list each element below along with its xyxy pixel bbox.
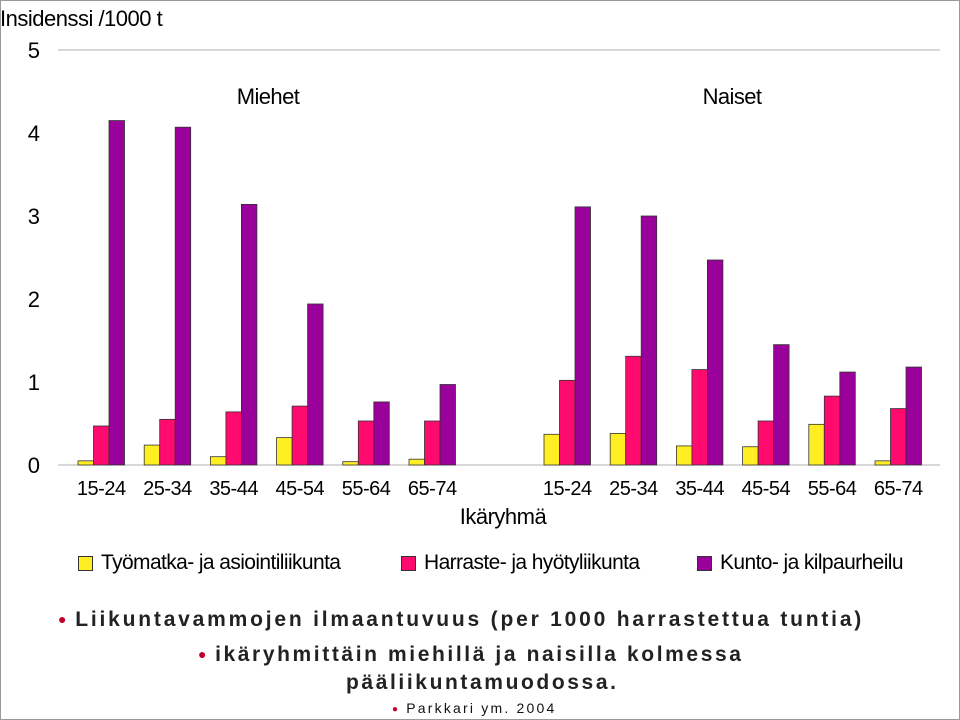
bar (209, 456, 227, 466)
bar (77, 460, 94, 466)
x-tick-label: 35-44 (209, 478, 258, 500)
caption-text: Liikuntavammojen ilmaantuvuus (per 1000 … (75, 608, 865, 631)
bar (742, 446, 759, 466)
bar (225, 411, 242, 466)
legend-label: Kunto- ja kilpaurheilu (720, 551, 904, 574)
bar (625, 355, 642, 466)
bar (307, 303, 324, 466)
bar (808, 423, 825, 466)
bar (143, 444, 161, 466)
bullet-icon: ● (58, 611, 70, 627)
caption-text: ikäryhmittäin miehillä ja naisilla kolme… (215, 643, 744, 666)
bar (691, 369, 708, 466)
y-tick-label: 2 (28, 287, 40, 312)
x-tick-label: 35-44 (675, 478, 724, 500)
x-tick-label: 55-64 (342, 478, 391, 500)
caption-line-2: ● ikäryhmittäin miehillä ja naisilla kolm… (198, 643, 744, 667)
legend-label: Työmatka- ja asiointiliikunta (101, 551, 341, 574)
legend-swatch-purple (697, 555, 712, 571)
y-tick-label: 4 (28, 121, 40, 146)
source-citation: ● Parkkari ym. 2004 (392, 700, 556, 716)
bar (342, 461, 359, 466)
bar (823, 395, 841, 466)
bar (174, 126, 192, 466)
bar (276, 437, 293, 466)
y-tick-label: 0 (28, 453, 40, 478)
legend-swatch-yellow (78, 555, 93, 571)
x-tick-label: 25-34 (143, 478, 192, 500)
bar (676, 445, 693, 466)
legend-item-kunto: Kunto- ja kilpaurheilu (697, 548, 904, 578)
bar (640, 215, 658, 466)
bar (108, 120, 125, 466)
bar (874, 460, 891, 466)
legend-item-harraste: Harraste- ja hyötyliikunta (401, 548, 640, 578)
bar (159, 418, 176, 466)
bar (905, 366, 922, 466)
source-text: Parkkari ym. 2004 (406, 700, 557, 716)
bullet-icon: ● (392, 704, 401, 715)
x-tick-label: 25-34 (609, 478, 658, 500)
y-tick-label: 5 (28, 38, 40, 63)
x-tick-label: 15-24 (543, 478, 592, 500)
caption-line-3: pääliikuntamuodossa. (346, 671, 619, 694)
x-tick-label: 55-64 (808, 478, 857, 500)
bar (373, 401, 390, 466)
bar (357, 420, 375, 466)
bar (757, 420, 774, 466)
legend-label: Harraste- ja hyötyliikunta (424, 551, 640, 574)
bar (559, 379, 576, 466)
y-tick-label: 3 (28, 204, 40, 229)
bar (408, 458, 425, 466)
legend-item-tyomatka: Työmatka- ja asiointiliikunta (78, 548, 341, 578)
x-tick-label: 65-74 (874, 478, 923, 500)
bar (543, 433, 560, 466)
bar (890, 408, 907, 466)
bar (773, 344, 790, 466)
group-label: Miehet (237, 84, 300, 109)
caption-line-1: ● Liikuntavammojen ilmaantuvuus (per 1000… (58, 608, 864, 632)
bullet-icon: ● (198, 646, 210, 662)
x-tick-label: 45-54 (742, 478, 791, 500)
y-axis-label: Insidenssi /1000 t (0, 6, 163, 31)
bar (93, 425, 110, 466)
bar (707, 259, 724, 466)
y-tick-label: 1 (28, 370, 40, 395)
bar (291, 405, 309, 466)
bar (240, 203, 258, 466)
x-tick-label: 45-54 (276, 478, 325, 500)
x-axis-title: Ikäryhmä (460, 504, 548, 529)
bar (839, 371, 856, 466)
bar (574, 206, 591, 466)
bar (609, 433, 627, 466)
bar (439, 384, 456, 466)
bar (424, 420, 441, 466)
bar-chart: 0 1 2 3 4 5 15-24 25-34 35-44 45-54 55-64 65-74 15-2… (28, 38, 940, 529)
x-tick-label: 15-24 (77, 478, 126, 500)
legend-swatch-pink (401, 555, 416, 571)
x-tick-label: 65-74 (408, 478, 457, 500)
group-label: Naiset (703, 84, 762, 109)
